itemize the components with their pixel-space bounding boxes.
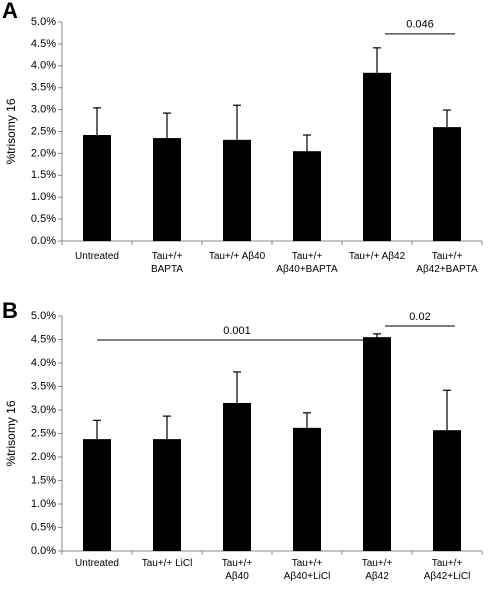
y-tick-label: 3.5% <box>31 82 56 94</box>
significance-label: 0.046 <box>406 19 434 31</box>
x-tick-label: Tau+/+ Aβ40 <box>208 251 266 262</box>
x-tick-label: Tau+/+ Aβ40+LiCl <box>283 558 331 582</box>
y-tick-label: 3.0% <box>31 104 56 116</box>
y-tick-label: 3.5% <box>31 380 56 392</box>
y-tick-label: 5.0% <box>31 16 56 28</box>
x-tick-label: Tau+/+ LiCl <box>141 558 193 569</box>
significance-label: 0.001 <box>223 325 251 337</box>
bar <box>223 402 251 551</box>
y-axis-label: %trisomy 16 <box>4 400 18 466</box>
x-tick-label: Tau+/+ Aβ42 <box>361 558 393 582</box>
y-tick-label: 1.0% <box>31 191 56 203</box>
x-tick-label: Tau+/+ Aβ42+BAPTA <box>416 251 478 275</box>
y-tick-label: 2.5% <box>31 125 56 137</box>
bar <box>363 72 391 241</box>
y-tick-label: 5.0% <box>31 310 56 322</box>
x-tick-label: Untreated <box>75 251 119 262</box>
bar <box>293 427 321 551</box>
panel-letter: A <box>2 0 18 23</box>
y-tick-label: 0.0% <box>31 545 56 557</box>
y-axis-label: %trisomy 16 <box>4 98 18 164</box>
bar <box>153 138 181 241</box>
bar <box>433 430 461 551</box>
y-tick-label: 0.5% <box>31 521 56 533</box>
x-tick-label: Tau+/+ Aβ42+LiCl <box>423 558 471 582</box>
x-tick-label: Tau+/+ Aβ40+BAPTA <box>276 251 338 275</box>
y-tick-label: 1.5% <box>31 169 56 181</box>
y-tick-label: 4.5% <box>31 38 56 50</box>
y-tick-label: 2.0% <box>31 451 56 463</box>
y-tick-label: 2.5% <box>31 427 56 439</box>
y-tick-label: 0.0% <box>31 235 56 247</box>
x-tick-label: Untreated <box>75 558 119 569</box>
y-tick-label: 1.5% <box>31 474 56 486</box>
bar <box>223 139 251 241</box>
bar <box>83 439 111 551</box>
x-tick-label: Tau+/+ BAPTA <box>150 251 184 275</box>
bar <box>83 135 111 241</box>
y-tick-label: 4.0% <box>31 357 56 369</box>
bar <box>433 127 461 241</box>
x-tick-label: Tau+/+ Aβ40 <box>221 558 253 582</box>
panel-letter: B <box>2 298 18 323</box>
y-tick-label: 4.0% <box>31 60 56 72</box>
y-tick-label: 3.0% <box>31 404 56 416</box>
y-tick-label: 4.5% <box>31 333 56 345</box>
y-tick-label: 0.5% <box>31 213 56 225</box>
significance-label: 0.02 <box>409 311 430 323</box>
bar <box>293 151 321 241</box>
bar <box>153 439 181 551</box>
x-tick-label: Tau+/+ Aβ42 <box>348 251 406 262</box>
bar <box>363 337 391 551</box>
y-tick-label: 2.0% <box>31 147 56 159</box>
y-tick-label: 1.0% <box>31 498 56 510</box>
